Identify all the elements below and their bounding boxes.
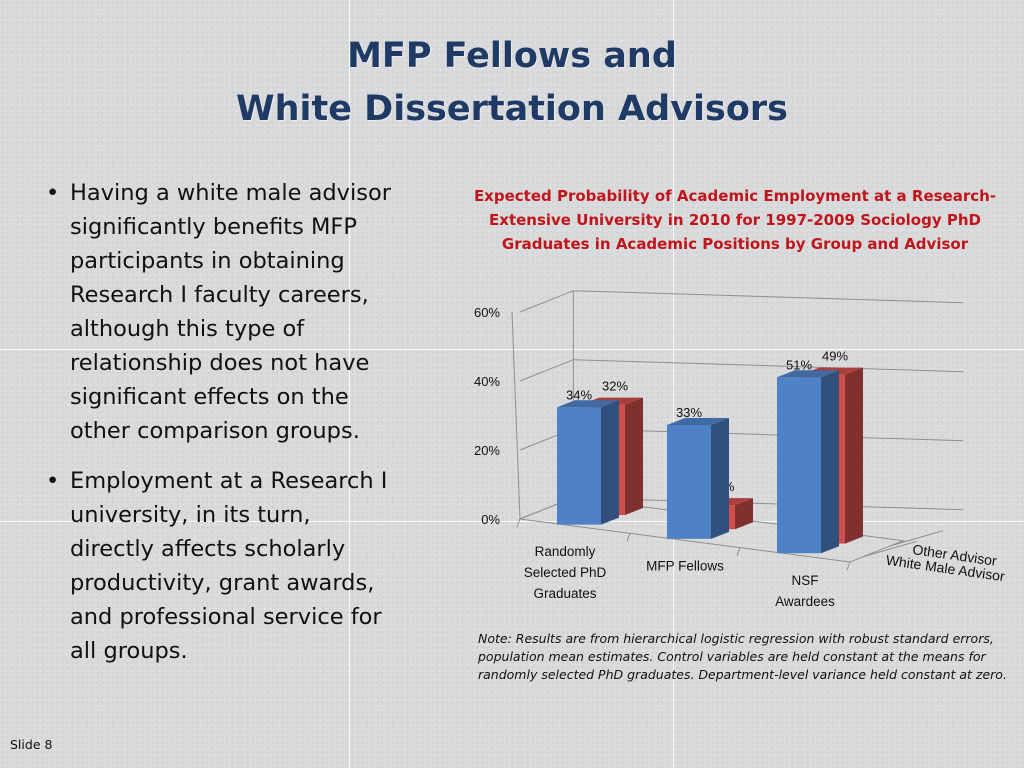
data-label: 49% [822,349,848,364]
chart-title-line: Expected Probability of Academic Employm… [473,187,997,205]
data-label: 34% [566,387,592,402]
bar-side [845,367,863,544]
bullet-item: • Employment at a Research I university,… [40,464,400,668]
chart-note: Note: Results are from hierarchical logi… [478,631,1007,682]
guide-line-vertical [349,0,350,768]
bar [667,418,729,539]
guide-line-vertical [673,0,674,768]
bar-top [667,418,729,425]
bar-side [735,498,753,530]
data-label: 33% [676,405,702,420]
gridline [519,359,964,382]
bullet-text: Having a white male advisor significantl… [70,180,391,444]
depth-divider [889,530,944,547]
category-label-line: MFP Fellows [646,559,724,574]
y-tick-label: 40% [474,374,500,389]
x-tick [846,561,851,571]
bar-front [667,425,711,539]
bar-side [601,400,619,525]
bar-front [777,377,821,554]
chart-title: Expected Probability of Academic Employm… [470,184,1000,256]
guide-line-horizontal [0,349,1024,350]
bullet-icon: • [46,468,60,494]
bullet-list: • Having a white male advisor significan… [40,176,400,684]
slide-number: Slide 8 [10,737,53,752]
x-tick [626,533,631,542]
slide-title-line-2: White Dissertation Advisors [235,89,789,129]
bar-front [557,407,601,525]
slide-title: MFP Fellows and White Dissertation Advis… [0,30,1024,136]
y-tick-label: 0% [481,512,500,527]
bar-top [557,400,619,408]
bullet-item: • Having a white male advisor significan… [40,176,400,448]
bullet-icon: • [46,180,60,206]
x-tick [736,547,741,556]
bar-top [777,370,839,378]
data-label: 51% [786,357,812,372]
gridline [519,290,964,313]
category-label: NSF Awardees [775,573,835,609]
category-label: Randomly Selected PhD Graduates [524,544,607,601]
category-label-line: Selected PhD [524,565,607,580]
bar-side [711,418,729,539]
category-label: MFP Fellows [646,559,724,574]
bar [557,400,619,525]
slide-title-line-1: MFP Fellows and [347,36,677,76]
y-tick-label: 20% [474,443,500,458]
bar-side [821,370,839,554]
bar [777,370,839,554]
depth-divider [863,540,917,558]
bullet-text: Employment at a Research I university, i… [70,468,388,664]
bar-side [625,397,643,515]
x-tick [516,518,521,528]
guide-line-horizontal [0,521,1024,522]
chart-title-line: Extensive University in 2010 for 1997-20… [489,211,981,229]
chart-title-line: Graduates in Academic Positions by Group… [501,235,969,253]
data-label: 32% [602,379,628,394]
y-tick-label: 60% [474,305,500,320]
category-label-line: Randomly [535,544,596,559]
category-label-line: Awardees [775,594,835,609]
category-label-line: Graduates [533,586,596,601]
y-axis-line [511,311,521,520]
category-label-line: NSF [792,573,819,588]
